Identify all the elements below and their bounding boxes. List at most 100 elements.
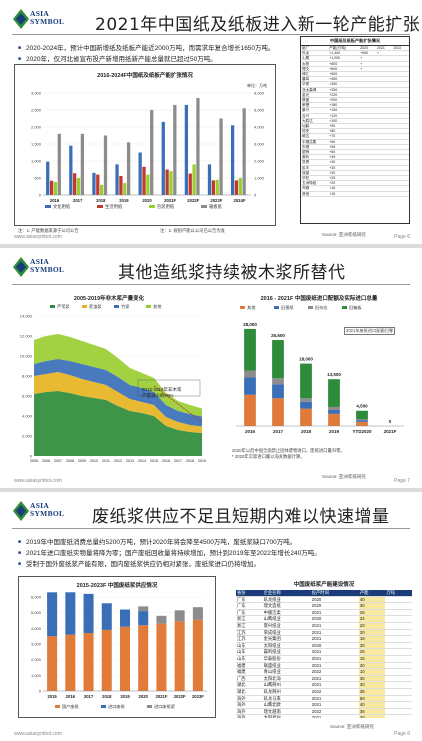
bar: [69, 145, 73, 195]
table-cell: 2021: [310, 629, 359, 637]
table-cell: +180: [328, 102, 360, 109]
table-cell: [392, 118, 409, 125]
table-cell: [375, 154, 393, 161]
table-cell: +18: [328, 185, 360, 192]
table-cell: 凯恩: [301, 159, 329, 166]
table-cell: 36: [358, 688, 386, 696]
x-tick-label: 2019: [198, 459, 206, 463]
slide-2-note-2: * 2020年实际进口量以海关数据计算。: [232, 454, 305, 459]
table-cell: 30: [358, 602, 386, 610]
table-row: 广东 理文造纸 2020 30: [236, 602, 412, 610]
bar: [73, 173, 77, 195]
bar-segment: [328, 413, 340, 426]
bar: [126, 142, 131, 195]
table-cell: [359, 113, 376, 119]
table-cell: 广东: [236, 596, 263, 604]
table-cell: 24: [358, 615, 386, 623]
pulp-capacity-table: 省份 企业名称 投产时间 产能 万吨 广东 玖龙纸业 2020 40 广东 理文造纸 2020 30 广东…: [236, 590, 412, 718]
table-row: 美利 +45: [301, 154, 409, 161]
legend-swatch: [114, 305, 119, 308]
bar-total-label: 13,500: [327, 372, 341, 377]
table-cell: 20: [358, 629, 386, 637]
bar: [192, 164, 196, 195]
table-cell: 2021: [310, 714, 359, 718]
table-cell: 福建: [236, 668, 263, 676]
table-cell: +: [375, 50, 393, 57]
table-row: 太阳 +800 +: [301, 61, 409, 67]
table-cell: 海外: [236, 695, 263, 703]
table-cell: [359, 180, 376, 187]
bar: [238, 178, 242, 195]
table-cell: 2021: [310, 675, 359, 683]
table-cell: +: [359, 55, 376, 62]
logo-line2: SYMBOL: [30, 265, 65, 274]
x-tick-label: 2011: [102, 459, 110, 463]
table-cell: 玖龙荆州: [262, 688, 311, 696]
table-row: 浙江 景兴纸业 2021 20: [236, 622, 412, 630]
y-tick-label: 5,000: [31, 610, 42, 615]
bar-segment: [138, 611, 149, 626]
title-rule: [12, 34, 410, 35]
title-rule: [12, 528, 410, 529]
capacity-table-body: 纸厂 产能(万吨) 2020 2021 2022 玖龙 +1,400 +900 + 山鹰 +1,00…: [301, 46, 409, 197]
x-tick-label: 2021F: [384, 429, 397, 434]
bar-segment: [272, 384, 284, 399]
bar-segment: [300, 363, 312, 399]
logo-line1: ASIA: [30, 501, 50, 510]
legend-label: 文化用纸: [53, 203, 71, 210]
table-cell: [385, 695, 412, 703]
x-tick-label: 2016: [50, 198, 60, 203]
table-cell: [359, 185, 376, 192]
table-cell: [392, 154, 409, 161]
bar: [165, 169, 169, 195]
capacity-table-title: 中国纸及纸板产能扩张情况: [301, 37, 409, 46]
table-cell: 2020: [310, 642, 359, 650]
annotation-box: [137, 379, 201, 397]
table-cell: [359, 92, 376, 99]
table-cell: [375, 71, 393, 78]
table-cell: [392, 61, 409, 67]
x-tick-label: 2018: [102, 694, 112, 699]
y-tick-label: 8,000: [22, 374, 33, 379]
slide-1-bullet-2: 2020年，仅河北省宣布投产新增用纸新产能总量就已超过50万吨。: [18, 53, 217, 63]
bar-segment: [356, 419, 368, 421]
bar: [146, 174, 150, 195]
x-tick-label: 2019: [119, 198, 129, 203]
table-cell: +35: [328, 165, 360, 171]
x-tick-label: 2022F: [187, 198, 199, 203]
bar: [46, 161, 50, 195]
bar: [169, 171, 173, 195]
x-tick-label: 2021F: [156, 694, 168, 699]
table-cell: [375, 55, 393, 62]
slide-3-bullet-3: 受制于国外废纸浆产能有限，国内废纸浆供应仍相对紧张，废纸浆进口仍将增加。: [18, 558, 260, 568]
legend-swatch: [147, 705, 152, 708]
table-cell: [375, 170, 393, 177]
table-cell: [385, 642, 412, 650]
table-cell: [359, 175, 376, 182]
recycled-pulp-chart-box: 2015-2023F 中国废纸浆供应情况 0 1,000 2,000 3,000 4,0…: [18, 576, 216, 718]
table-cell: 30: [358, 681, 386, 689]
table-cell: [392, 149, 409, 156]
table-cell: 山鹰北欧: [262, 701, 311, 709]
table-cell: 2020: [310, 602, 359, 610]
table-cell: 联盛纸业: [262, 662, 311, 670]
wastepaper-chart: 28,000 2016 25,600 2017 18,000 2018 13,500 2019…: [236, 304, 404, 434]
table-cell: [375, 118, 393, 125]
y-tick-label: 4,000: [31, 626, 42, 631]
x-tick-label: 2017: [73, 198, 83, 203]
capacity-table: 中国纸及纸板产能扩张情况 纸厂 产能(万吨) 2020 2021 2022 玖龙 +1,40…: [300, 36, 410, 224]
legend-label: 国产废纸: [62, 703, 80, 710]
wastepaper-annotation: 2021年废纸进口配额归零: [344, 327, 396, 335]
bar-segment: [328, 409, 340, 414]
table-cell: [359, 133, 376, 140]
table-cell: [385, 668, 412, 676]
y-tick-label: 1,500: [31, 142, 42, 147]
table-cell: +500: [328, 71, 360, 78]
table-cell: 仙鹤: [301, 123, 329, 130]
table-cell: 2021: [310, 662, 359, 670]
table-cell: 纸厂: [301, 46, 329, 52]
table-cell: 2021: [310, 695, 359, 703]
y-tick-label: 14,000: [20, 314, 33, 319]
bar: [103, 135, 108, 195]
bar-segment: [300, 401, 312, 409]
